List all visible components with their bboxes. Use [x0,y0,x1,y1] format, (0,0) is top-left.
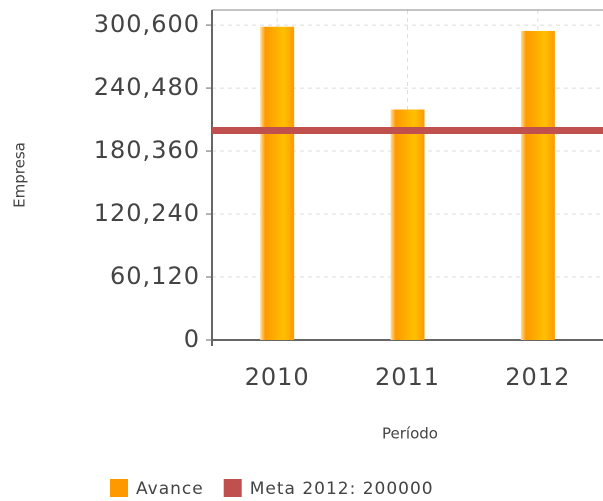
x-tick-label: 2010 [245,363,310,391]
bar [390,109,425,341]
x-tick-label: 2012 [505,363,570,391]
y-tick-label: 300,600 [94,10,200,38]
y-axis-label: Empresa [11,142,29,208]
legend-swatch [110,479,128,497]
y-tick-label: 60,120 [110,262,200,290]
bar [520,30,555,340]
legend-swatch [223,479,242,497]
y-tick-label: 240,480 [94,73,200,101]
legend-label: Meta 2012: 200000 [250,479,434,499]
bar [260,26,295,341]
legend-label: Avance [136,479,204,499]
y-tick-label: 180,360 [94,136,200,164]
x-tick-label: 2011 [375,363,440,391]
y-tick-label: 120,240 [94,199,200,227]
y-tick-label: 0 [184,325,200,353]
x-axis-label: Período [382,425,438,443]
